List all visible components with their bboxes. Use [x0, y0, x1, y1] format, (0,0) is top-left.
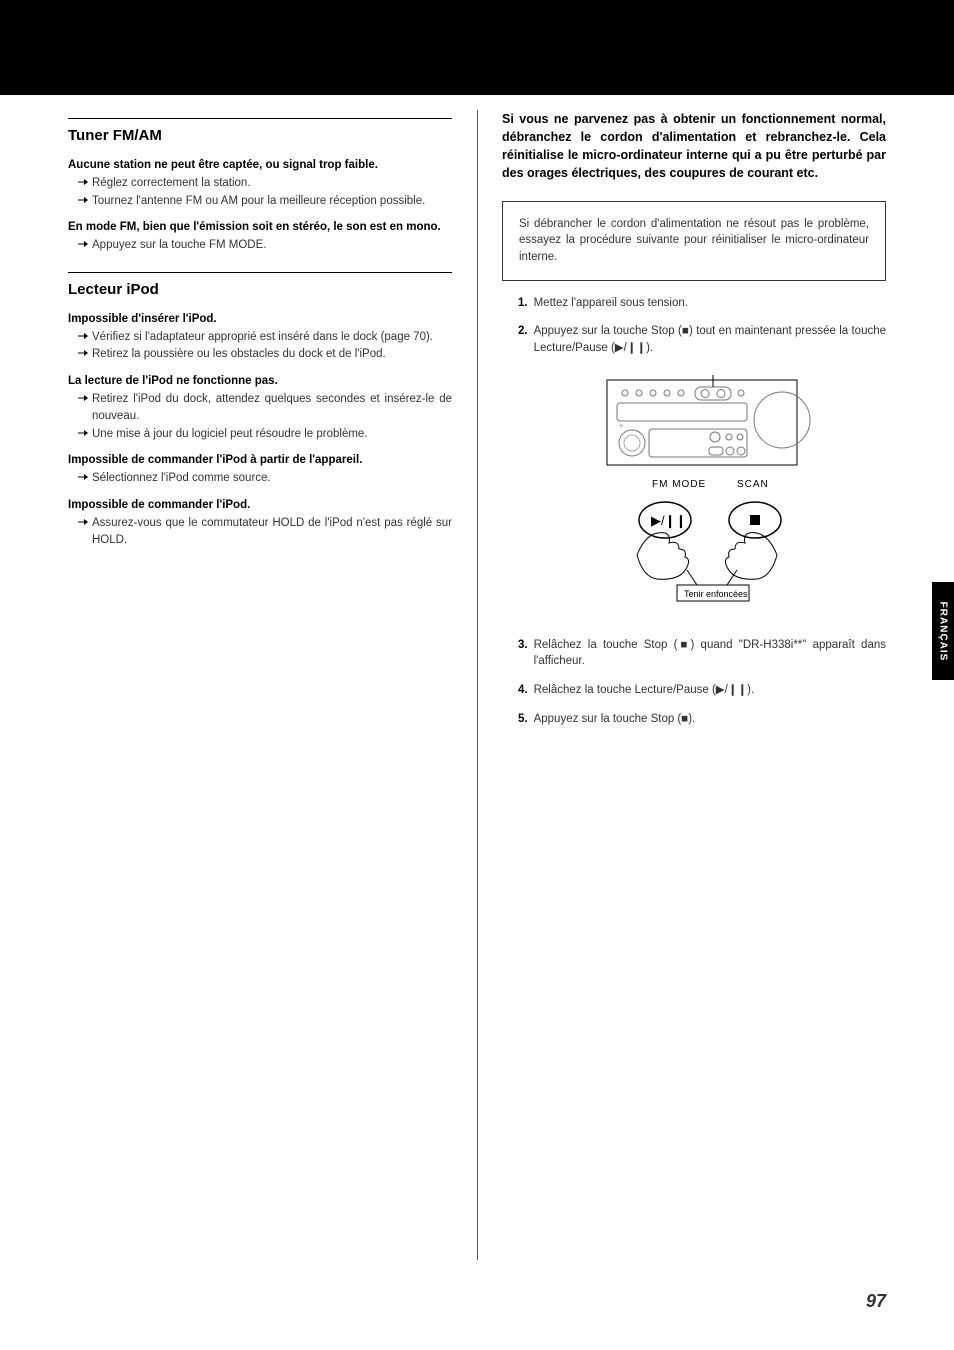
- warning-paragraph: Si vous ne parvenez pas à obtenir un fon…: [502, 110, 886, 183]
- tuner-g1-list: Réglez correctement la station. Tournez …: [68, 175, 452, 209]
- step-text: Appuyez sur la touche Stop (■) tout en m…: [534, 323, 886, 356]
- arrow-icon: [78, 393, 88, 403]
- step-text: Relâchez la touche Stop (■) quand "DR-H3…: [534, 637, 886, 670]
- step-text: Appuyez sur la touche Stop (■).: [534, 711, 886, 728]
- ipod-g2-list: Retirez l'iPod du dock, attendez quelque…: [68, 391, 452, 442]
- item-text: Retirez la poussière ou les obstacles du…: [92, 346, 452, 363]
- box-note-text: Si débrancher le cordon d'alimentation n…: [519, 216, 869, 266]
- list-item: Assurez-vous que le commutateur HOLD de …: [68, 515, 452, 548]
- note-box: Si débrancher le cordon d'alimentation n…: [502, 201, 886, 281]
- ipod-g2-title: La lecture de l'iPod ne fonctionne pas.: [68, 373, 452, 389]
- arrow-icon: [78, 195, 88, 205]
- item-text: Assurez-vous que le commutateur HOLD de …: [92, 515, 452, 548]
- steps-list: 1. Mettez l'appareil sous tension. 2. Ap…: [502, 295, 886, 728]
- ipod-g4-title: Impossible de commander l'iPod.: [68, 497, 452, 513]
- language-tab: FRANÇAIS: [932, 582, 954, 680]
- step-fragment: Appuyez sur la touche Stop (: [534, 713, 682, 725]
- header-black-band: [0, 0, 954, 95]
- arrow-icon: [78, 428, 88, 438]
- step-text: Mettez l'appareil sous tension.: [534, 295, 886, 312]
- ipod-g1-list: Vérifiez si l'adaptateur approprié est i…: [68, 329, 452, 363]
- step-number: 4.: [518, 682, 528, 699]
- diagram-panel: + FM MODE SCAN ▶/❙❙: [518, 375, 886, 625]
- step-fragment: Relâchez la touche Stop (: [534, 639, 678, 651]
- left-column: Tuner FM/AM Aucune station ne peut être …: [68, 110, 462, 727]
- stop-icon: ■: [682, 325, 689, 337]
- step-3: 3. Relâchez la touche Stop (■) quand "DR…: [518, 637, 886, 670]
- arrow-icon: [78, 517, 88, 527]
- list-item: Retirez l'iPod du dock, attendez quelque…: [68, 391, 452, 424]
- ipod-g1-title: Impossible d'insérer l'iPod.: [68, 311, 452, 327]
- page-number: 97: [866, 1291, 886, 1312]
- step-fragment: ).: [688, 713, 695, 725]
- step-fragment: Relâchez la touche Lecture/Pause (: [534, 684, 716, 696]
- arrow-icon: [78, 239, 88, 249]
- arrow-icon: [78, 177, 88, 187]
- step-fragment: ).: [747, 684, 754, 696]
- step-5: 5. Appuyez sur la touche Stop (■).: [518, 711, 886, 728]
- item-text: Tournez l'antenne FM ou AM pour la meill…: [92, 193, 452, 210]
- step-text: Relâchez la touche Lecture/Pause (▶/❙❙).: [534, 682, 886, 699]
- list-item: Tournez l'antenne FM ou AM pour la meill…: [68, 193, 452, 210]
- svg-text:+: +: [619, 423, 623, 430]
- item-text: Vérifiez si l'adaptateur approprié est i…: [92, 329, 452, 346]
- play-pause-icon: ▶/❙❙: [615, 342, 646, 354]
- step-number: 2.: [518, 323, 528, 356]
- step-number: 5.: [518, 711, 528, 728]
- list-item: Retirez la poussière ou les obstacles du…: [68, 346, 452, 363]
- item-text: Réglez correctement la station.: [92, 175, 452, 192]
- tuner-g1-title: Aucune station ne peut être captée, ou s…: [68, 157, 452, 173]
- step-number: 1.: [518, 295, 528, 312]
- right-column: Si vous ne parvenez pas à obtenir un fon…: [492, 110, 886, 727]
- dock-diagram-icon: + FM MODE SCAN ▶/❙❙: [577, 375, 827, 625]
- stop-icon: ■: [677, 639, 690, 651]
- arrow-icon: [78, 348, 88, 358]
- list-item: Vérifiez si l'adaptateur approprié est i…: [68, 329, 452, 346]
- step-number: 3.: [518, 637, 528, 670]
- item-text: Appuyez sur la touche FM MODE.: [92, 237, 452, 254]
- hold-label: Tenir enfoncées: [684, 589, 748, 599]
- page-content: Tuner FM/AM Aucune station ne peut être …: [68, 110, 886, 727]
- tuner-g2-title: En mode FM, bien que l'émission soit en …: [68, 219, 452, 235]
- ipod-g3-title: Impossible de commander l'iPod à partir …: [68, 452, 452, 468]
- tuner-g2-list: Appuyez sur la touche FM MODE.: [68, 237, 452, 254]
- arrow-icon: [78, 472, 88, 482]
- language-tab-label: FRANÇAIS: [938, 601, 949, 661]
- list-item: Appuyez sur la touche FM MODE.: [68, 237, 452, 254]
- list-item: Réglez correctement la station.: [68, 175, 452, 192]
- list-item: Une mise à jour du logiciel peut résoudr…: [68, 426, 452, 443]
- arrow-icon: [78, 331, 88, 341]
- scan-label: SCAN: [737, 479, 769, 490]
- play-pause-icon: ▶/❙❙: [716, 684, 747, 696]
- ipod-g3-list: Sélectionnez l'iPod comme source.: [68, 470, 452, 487]
- step-1: 1. Mettez l'appareil sous tension.: [518, 295, 886, 312]
- ipod-g4-list: Assurez-vous que le commutateur HOLD de …: [68, 515, 452, 548]
- svg-text:▶/❙❙: ▶/❙❙: [651, 513, 686, 529]
- section-ipod-heading: Lecteur iPod: [68, 272, 452, 301]
- item-text: Une mise à jour du logiciel peut résoudr…: [92, 426, 452, 443]
- step-4: 4. Relâchez la touche Lecture/Pause (▶/❙…: [518, 682, 886, 699]
- step-fragment: ).: [646, 342, 653, 354]
- step-fragment: Appuyez sur la touche Stop (: [534, 325, 682, 337]
- item-text: Sélectionnez l'iPod comme source.: [92, 470, 452, 487]
- fm-mode-label: FM MODE: [652, 479, 706, 490]
- step-2: 2. Appuyez sur la touche Stop (■) tout e…: [518, 323, 886, 356]
- list-item: Sélectionnez l'iPod comme source.: [68, 470, 452, 487]
- section-tuner-heading: Tuner FM/AM: [68, 118, 452, 147]
- item-text: Retirez l'iPod du dock, attendez quelque…: [92, 391, 452, 424]
